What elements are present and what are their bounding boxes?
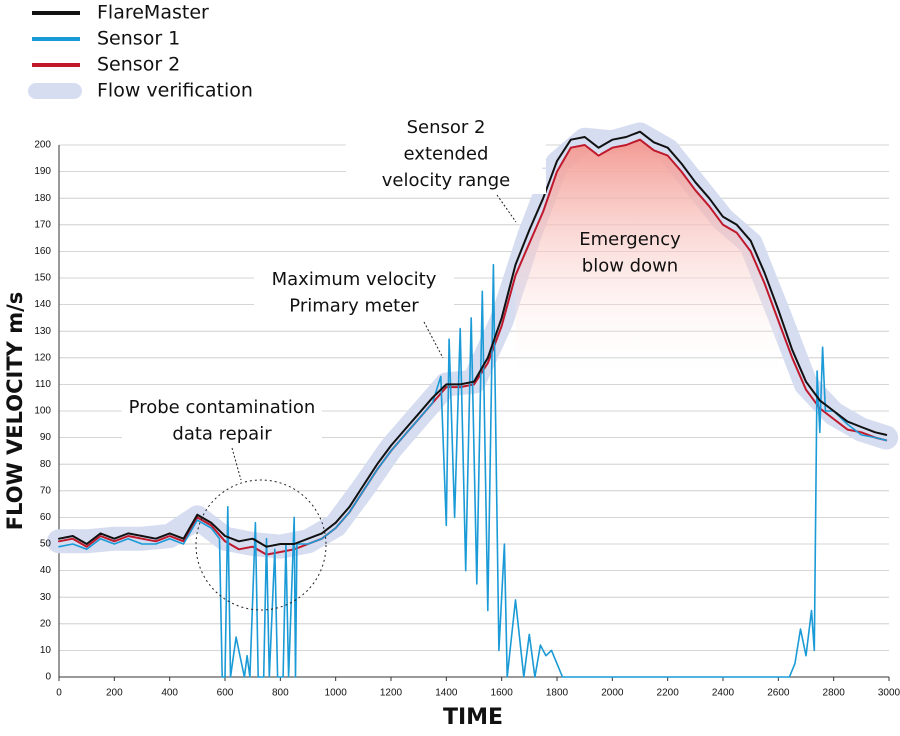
- leader: [496, 194, 517, 223]
- legend-swatch: [28, 83, 82, 99]
- x-tick-label: 2200: [657, 688, 680, 699]
- y-tick-label: 80: [40, 459, 52, 470]
- annotation-bg: [254, 268, 454, 293]
- annotation: blow down: [582, 256, 678, 277]
- legend-label: Sensor 2: [97, 54, 180, 76]
- annotation-bg: [346, 116, 546, 141]
- annotation: Probe contamination: [129, 397, 316, 418]
- x-tick-label: 1800: [546, 688, 569, 699]
- y-tick-label: 30: [40, 592, 52, 603]
- legend-label: Sensor 1: [97, 28, 180, 50]
- annotation: Primary meter: [289, 296, 419, 317]
- y-tick-label: 60: [40, 512, 52, 523]
- x-tick-label: 2000: [601, 688, 624, 699]
- y-tick-label: 150: [34, 273, 51, 284]
- y-tick-label: 190: [34, 166, 51, 177]
- y-tick-label: 50: [40, 539, 52, 550]
- x-tick-label: 1000: [325, 688, 348, 699]
- x-tick-label: 200: [106, 688, 123, 699]
- y-tick-label: 130: [34, 326, 51, 337]
- y-tick-label: 20: [40, 618, 52, 629]
- y-tick-label: 200: [34, 140, 51, 151]
- leader: [231, 447, 242, 481]
- annotation: data repair: [172, 424, 272, 445]
- y-tick-label: 90: [40, 432, 52, 443]
- series-line: [58, 130, 888, 548]
- annotation-bg: [346, 169, 546, 194]
- series-line: [58, 263, 888, 678]
- y-tick-label: 100: [34, 406, 51, 417]
- annotation-bg: [122, 396, 322, 421]
- leader: [423, 321, 444, 359]
- annotation-bg: [122, 422, 322, 448]
- x-tick-label: 1600: [491, 688, 514, 699]
- shading: [515, 139, 779, 385]
- legend-label: Flow verification: [97, 80, 253, 102]
- annotation: Maximum velocity: [272, 269, 437, 290]
- annotation: extended: [404, 144, 489, 165]
- y-tick-label: 70: [40, 485, 52, 496]
- x-tick-label: 400: [161, 688, 178, 699]
- x-tick-label: 1400: [435, 688, 458, 699]
- annotation: velocity range: [382, 170, 510, 191]
- legend-label: FlareMaster: [97, 2, 209, 24]
- x-tick-label: 600: [217, 688, 234, 699]
- x-axis-label: TIME: [443, 705, 503, 730]
- x-tick-label: 1200: [380, 688, 403, 699]
- annotation-bg: [346, 142, 546, 168]
- y-tick-label: 170: [34, 219, 51, 230]
- y-tick-label: 110: [35, 379, 51, 390]
- y-tick-label: 140: [34, 299, 51, 310]
- x-tick-label: 3000: [878, 688, 900, 699]
- x-tick-label: 800: [272, 688, 289, 699]
- annotation-bg: [254, 294, 454, 320]
- series-line: [58, 138, 888, 556]
- y-tick-label: 10: [40, 645, 52, 656]
- y-tick-label: 180: [34, 193, 51, 204]
- y-axis-label: FLOW VELOCITY m/s: [3, 292, 27, 531]
- y-tick-label: 40: [40, 565, 52, 576]
- y-tick-label: 120: [34, 352, 51, 363]
- y-tick-label: 0: [45, 672, 51, 683]
- x-tick-label: 2800: [823, 688, 846, 699]
- annotation: Sensor 2: [407, 117, 486, 138]
- y-tick-label: 160: [34, 246, 51, 257]
- highlight-circle: [195, 479, 327, 611]
- annotation: Emergency: [579, 229, 681, 250]
- x-tick-label: 2600: [767, 688, 790, 699]
- x-tick-label: 2400: [712, 688, 735, 699]
- x-tick-label: 0: [56, 688, 62, 699]
